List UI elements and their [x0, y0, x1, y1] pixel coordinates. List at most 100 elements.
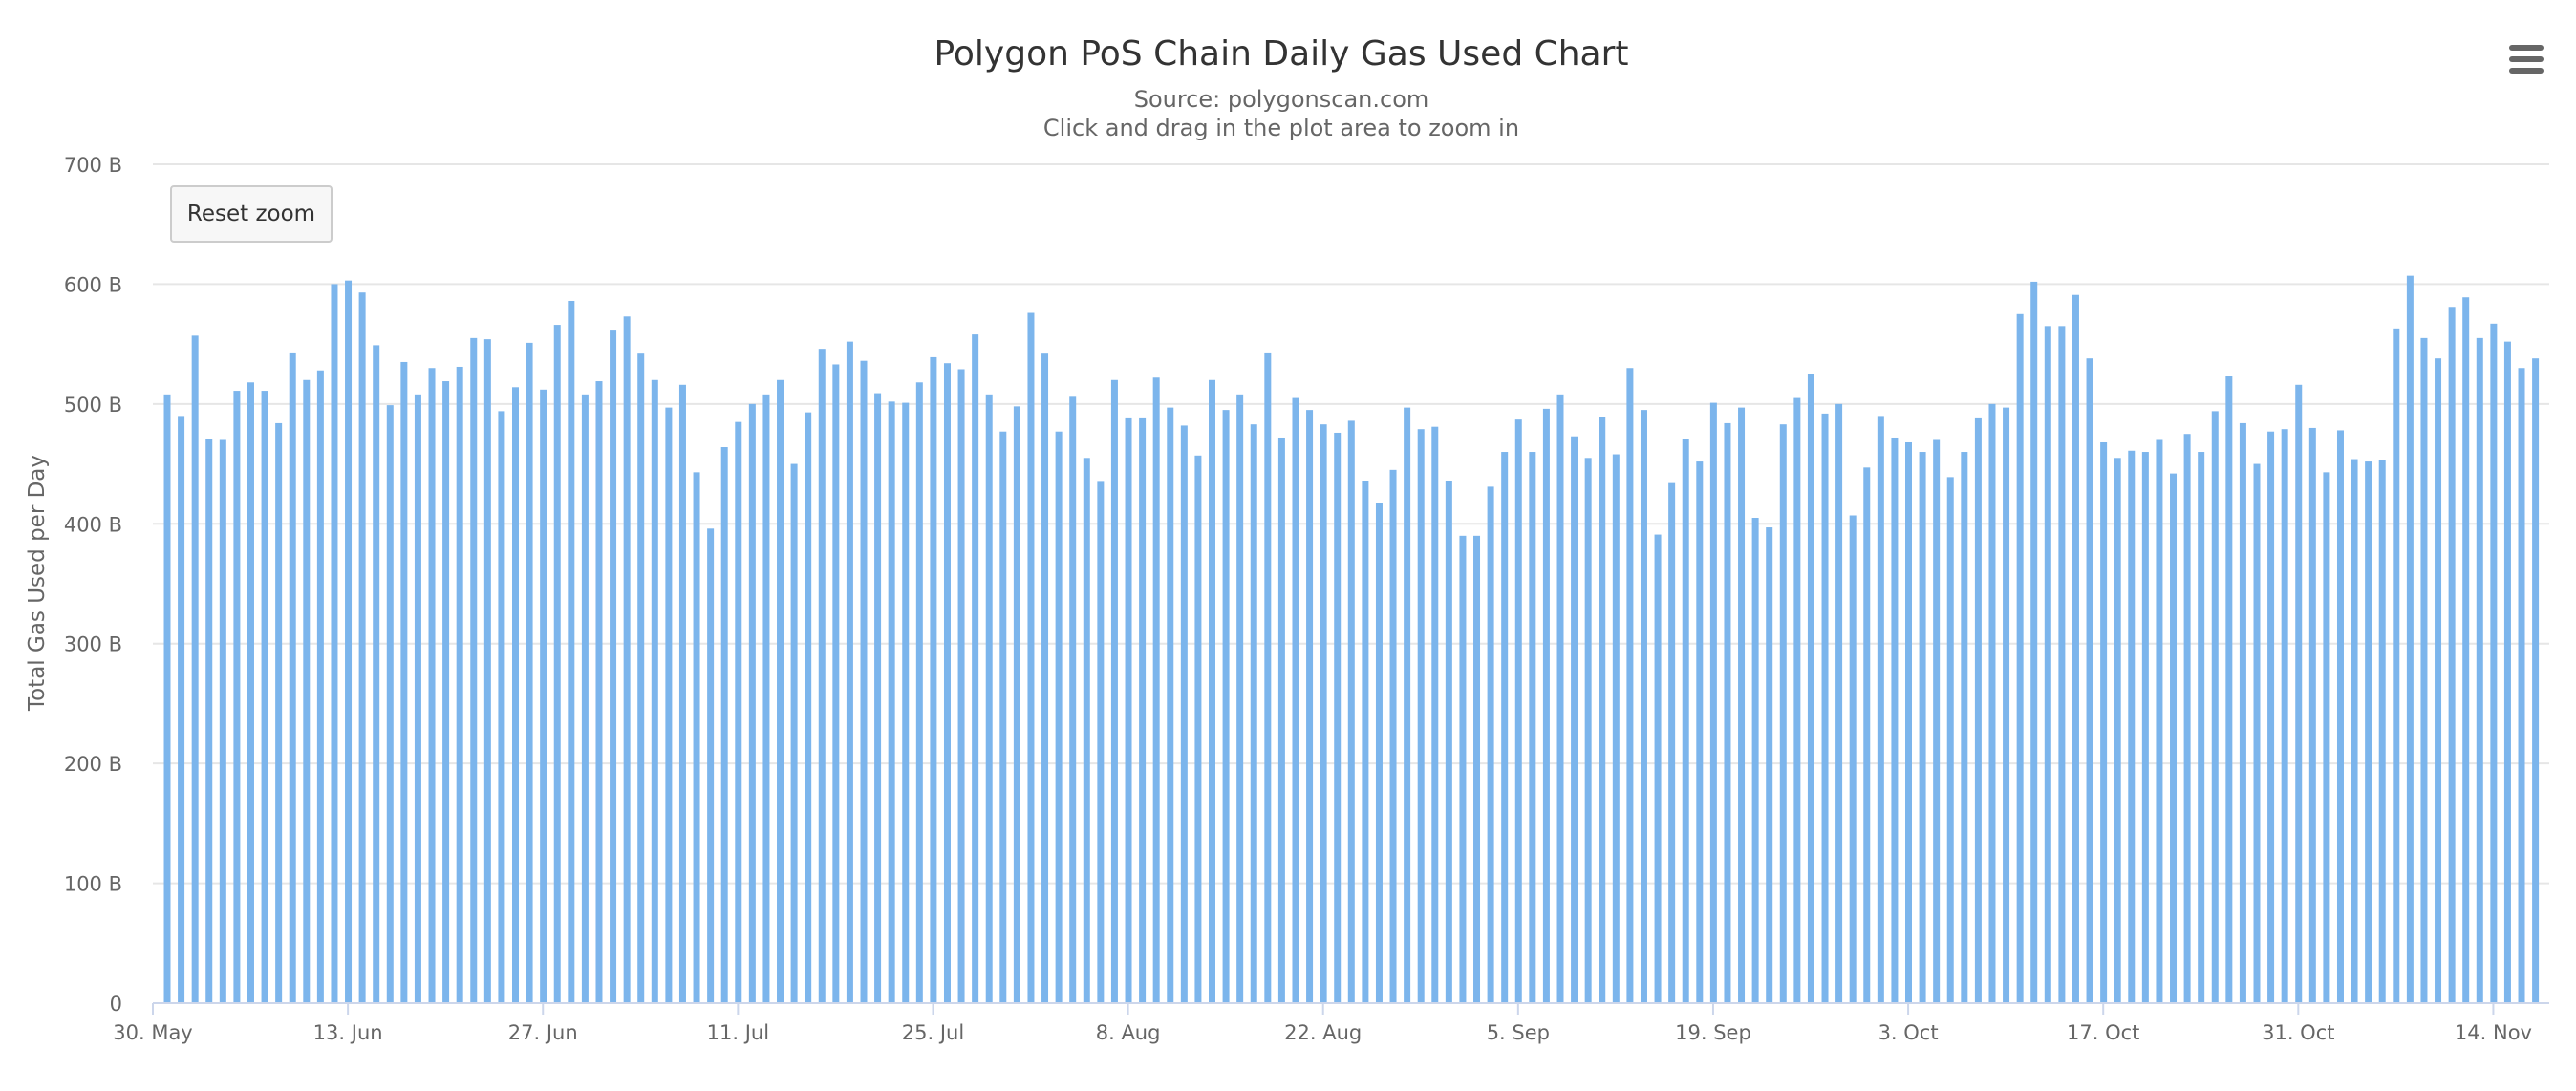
- bar[interactable]: [2420, 337, 2428, 1003]
- bar[interactable]: [1599, 417, 1606, 1003]
- bar[interactable]: [651, 379, 658, 1003]
- bar[interactable]: [1292, 397, 1299, 1004]
- bar[interactable]: [1682, 439, 1689, 1004]
- bar[interactable]: [748, 403, 756, 1003]
- bar[interactable]: [442, 381, 450, 1003]
- bar[interactable]: [1180, 425, 1188, 1003]
- bar[interactable]: [693, 472, 700, 1004]
- bar[interactable]: [345, 280, 353, 1003]
- bar[interactable]: [1793, 397, 1801, 1004]
- bar[interactable]: [1152, 377, 1160, 1003]
- bar[interactable]: [470, 337, 478, 1003]
- bar[interactable]: [985, 394, 993, 1003]
- bar[interactable]: [1571, 436, 1578, 1004]
- bar[interactable]: [2225, 376, 2233, 1003]
- bar[interactable]: [512, 387, 519, 1003]
- bar[interactable]: [2058, 326, 2066, 1004]
- bar[interactable]: [2170, 473, 2178, 1003]
- bar[interactable]: [2156, 439, 2163, 1003]
- bar[interactable]: [805, 412, 812, 1003]
- bar[interactable]: [2239, 422, 2246, 1003]
- bar[interactable]: [1501, 452, 1509, 1003]
- bar[interactable]: [1556, 394, 1564, 1003]
- bar[interactable]: [498, 411, 505, 1003]
- bar[interactable]: [1041, 353, 1049, 1003]
- bar[interactable]: [1334, 432, 1342, 1004]
- bar[interactable]: [275, 422, 283, 1003]
- bar[interactable]: [1125, 417, 1132, 1003]
- bar[interactable]: [373, 345, 380, 1003]
- bar[interactable]: [2211, 411, 2219, 1003]
- bar[interactable]: [637, 353, 645, 1003]
- bar[interactable]: [790, 463, 798, 1003]
- bar[interactable]: [1877, 416, 1884, 1003]
- hamburger-menu-icon[interactable]: [2507, 42, 2545, 76]
- bar[interactable]: [205, 439, 213, 1004]
- bar[interactable]: [483, 339, 491, 1003]
- bar[interactable]: [665, 407, 673, 1003]
- bar[interactable]: [2503, 341, 2511, 1003]
- bar[interactable]: [1668, 482, 1676, 1003]
- bar[interactable]: [2336, 430, 2344, 1003]
- bar[interactable]: [1751, 518, 1759, 1003]
- bar[interactable]: [1529, 452, 1536, 1003]
- bar[interactable]: [386, 405, 394, 1003]
- bar[interactable]: [1487, 486, 1494, 1003]
- bar[interactable]: [610, 330, 617, 1004]
- bar[interactable]: [581, 394, 589, 1003]
- bar[interactable]: [846, 341, 853, 1003]
- bar[interactable]: [1626, 368, 1634, 1004]
- bar[interactable]: [902, 402, 910, 1004]
- bar[interactable]: [540, 389, 547, 1003]
- bar[interactable]: [1417, 429, 1425, 1003]
- bar[interactable]: [219, 439, 226, 1003]
- bar[interactable]: [2378, 460, 2386, 1003]
- bar[interactable]: [2281, 429, 2288, 1003]
- bar[interactable]: [1459, 535, 1467, 1003]
- bar[interactable]: [2351, 459, 2358, 1003]
- bar[interactable]: [1404, 407, 1411, 1003]
- bar[interactable]: [2532, 358, 2540, 1003]
- bar[interactable]: [999, 431, 1007, 1004]
- bar[interactable]: [1083, 458, 1090, 1003]
- bar[interactable]: [1027, 312, 1035, 1003]
- bar[interactable]: [2198, 452, 2205, 1003]
- bar[interactable]: [623, 316, 631, 1003]
- bar[interactable]: [553, 325, 561, 1003]
- bar[interactable]: [2253, 463, 2261, 1003]
- bar[interactable]: [874, 393, 882, 1003]
- bar[interactable]: [261, 391, 268, 1003]
- bar[interactable]: [2462, 297, 2470, 1004]
- bar[interactable]: [1988, 403, 1996, 1003]
- bar[interactable]: [2490, 323, 2498, 1003]
- bar[interactable]: [1347, 420, 1355, 1003]
- bar[interactable]: [414, 394, 421, 1003]
- bar[interactable]: [2128, 450, 2136, 1003]
- bar[interactable]: [1640, 410, 1647, 1003]
- bar[interactable]: [1709, 402, 1717, 1004]
- bar[interactable]: [832, 364, 840, 1004]
- bar[interactable]: [1139, 417, 1147, 1003]
- bar[interactable]: [1584, 458, 1592, 1003]
- bar[interactable]: [428, 368, 436, 1004]
- bar[interactable]: [2141, 452, 2149, 1003]
- bar[interactable]: [1013, 406, 1020, 1003]
- bar[interactable]: [1919, 452, 1926, 1003]
- bar[interactable]: [1654, 534, 1662, 1003]
- bar[interactable]: [1236, 394, 1244, 1003]
- bar[interactable]: [1974, 417, 1982, 1003]
- bar[interactable]: [1222, 410, 1230, 1003]
- bar[interactable]: [1933, 439, 1941, 1003]
- bar[interactable]: [915, 382, 923, 1003]
- bar[interactable]: [456, 366, 463, 1004]
- bar[interactable]: [1738, 407, 1746, 1003]
- bar[interactable]: [860, 360, 868, 1003]
- bar[interactable]: [1264, 352, 1272, 1003]
- bar[interactable]: [191, 335, 199, 1003]
- bar[interactable]: [2406, 275, 2414, 1003]
- bar[interactable]: [2518, 368, 2525, 1004]
- bar[interactable]: [1807, 374, 1814, 1004]
- bar[interactable]: [1766, 527, 1773, 1003]
- bar[interactable]: [526, 342, 533, 1003]
